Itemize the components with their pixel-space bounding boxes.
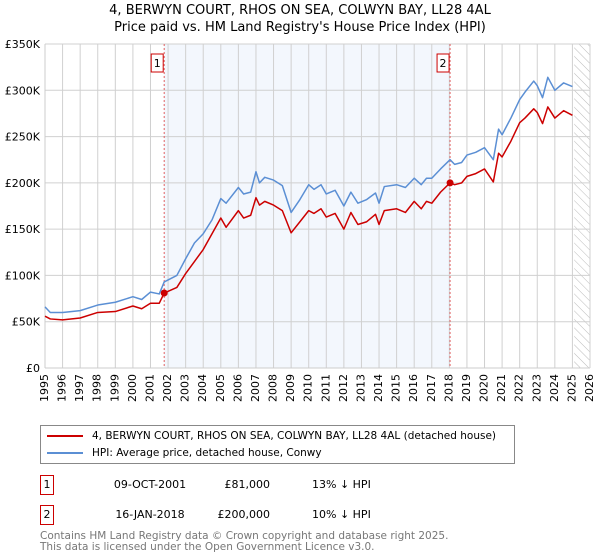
legend-property-swatch (47, 435, 83, 437)
x-tick-label: 2026 (583, 374, 596, 402)
x-tick-label: 2009 (284, 374, 297, 402)
x-tick-label: 2016 (407, 374, 420, 402)
x-tick-label: 2020 (478, 374, 491, 402)
property-price-line (44, 106, 573, 321)
y-tick-label: £150K (5, 223, 41, 236)
shaded-period (164, 44, 451, 368)
x-tick-label: 1997 (73, 374, 86, 402)
sale-marker-box (436, 53, 450, 73)
transaction-price: £200,000 (217, 508, 271, 521)
x-tick-label: 2011 (319, 374, 332, 402)
transaction-number: 2 (40, 505, 54, 525)
x-tick-label: 2008 (267, 374, 280, 402)
transaction-date: 09-OCT-2001 (113, 478, 187, 491)
x-tick-label: 2021 (495, 374, 508, 402)
x-tick-label: 2001 (143, 374, 156, 402)
x-tick-label: 2004 (196, 374, 209, 402)
chart-title: 4, BERWYN COURT, RHOS ON SEA, COLWYN BAY… (109, 3, 491, 18)
x-tick-label: 2007 (249, 374, 262, 402)
footer: Contains HM Land Registry data © Crown c… (40, 531, 448, 553)
sale-point (446, 179, 454, 187)
x-tick-label: 2013 (354, 374, 367, 402)
sale-marker-label: 2 (440, 57, 447, 70)
x-tick-label: 2005 (214, 374, 227, 402)
footer-copyright: Contains HM Land Registry data © Crown c… (40, 530, 449, 542)
price-chart: 1995 1996 1997 1998 1999 2000 2001 2002 2003 2004… (5, 38, 596, 402)
y-tick-label: £200K (5, 177, 41, 190)
hpi-line (44, 76, 573, 314)
x-tick-label: 2025 (565, 374, 578, 402)
x-tick-label: 2022 (513, 374, 526, 402)
legend-hpi-label: HPI: Average price, detached house, Conw… (92, 447, 322, 459)
x-tick-label: 2000 (126, 374, 139, 402)
x-tick-label: 2024 (548, 374, 561, 402)
x-tick-label: 2003 (179, 374, 192, 402)
transaction-date: 16-JAN-2018 (115, 508, 185, 521)
x-tick-label: 2023 (530, 374, 543, 402)
x-tick-label: 2015 (390, 374, 403, 402)
y-tick-label: £100K (5, 269, 41, 282)
y-tick-label: £250K (5, 131, 41, 144)
transaction-number: 1 (40, 475, 54, 495)
forecast-hatch (574, 44, 590, 368)
x-tick-label: 1995 (38, 374, 51, 402)
chart-subtitle: Price paid vs. HM Land Registry's House … (114, 20, 486, 35)
sale-point (160, 289, 168, 297)
x-tick-label: 1999 (108, 374, 121, 402)
x-tick-label: 1998 (91, 374, 104, 402)
y-tick-label: £0 (26, 362, 40, 375)
x-tick-label: 2017 (425, 374, 438, 402)
x-tick-label: 1996 (56, 374, 69, 402)
sale-marker-box (150, 53, 164, 73)
footer-licence: This data is licensed under the Open Gov… (40, 541, 375, 553)
x-tick-label: 2014 (372, 374, 385, 402)
x-tick-label: 2002 (161, 374, 174, 402)
y-tick-label: £50K (12, 316, 41, 329)
y-tick-label: £300K (5, 84, 41, 97)
legend: 4, BERWYN COURT, RHOS ON SEA, COLWYN BAY… (40, 425, 515, 464)
legend-property-label: 4, BERWYN COURT, RHOS ON SEA, COLWYN BAY… (92, 430, 497, 442)
y-tick-label: £350K (5, 38, 41, 51)
transaction-hpi-diff: 13% ↓ HPI (312, 478, 371, 491)
x-tick-label: 2019 (460, 374, 473, 402)
x-tick-label: 2010 (302, 374, 315, 402)
x-tick-label: 2018 (442, 374, 455, 402)
transaction-hpi-diff: 10% ↓ HPI (312, 508, 371, 521)
legend-hpi-swatch (47, 452, 83, 454)
sale-marker-label: 1 (154, 57, 161, 70)
x-tick-label: 2006 (231, 374, 244, 402)
x-tick-label: 2012 (337, 374, 350, 402)
transaction-price: £81,000 (224, 478, 271, 491)
